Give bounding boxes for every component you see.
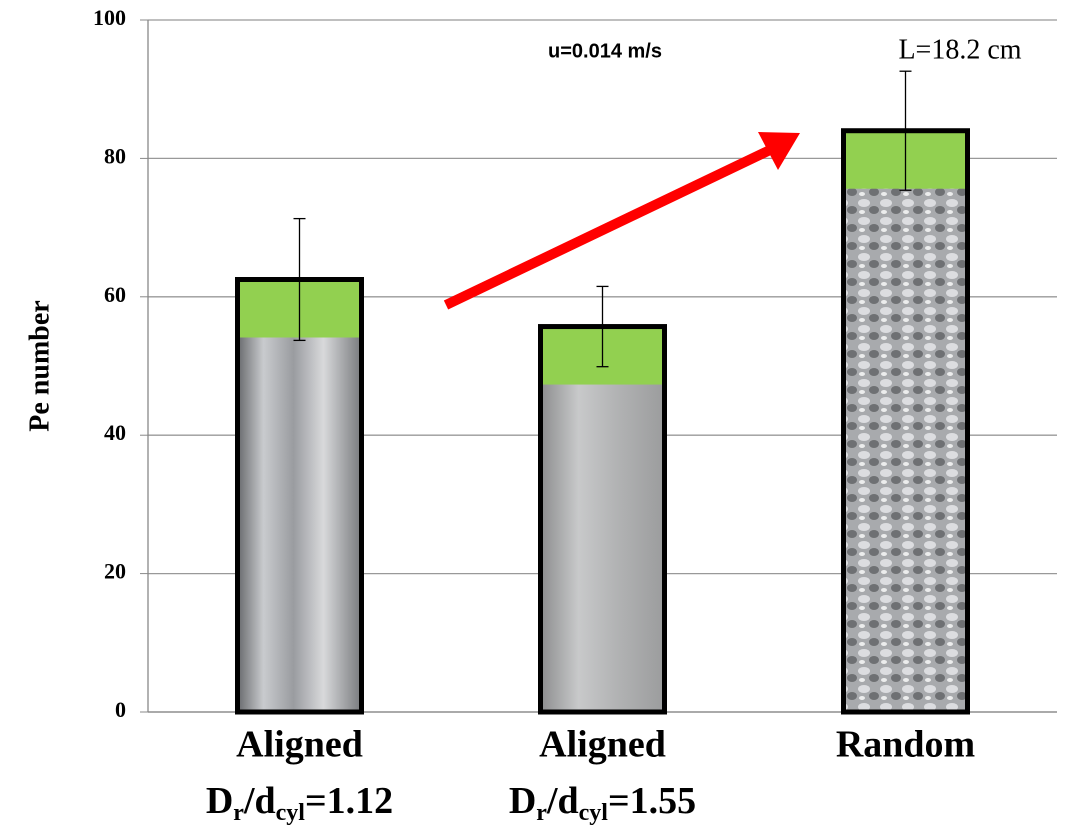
sublabel-part: =1.12 <box>305 780 393 822</box>
y-tick-label: 20 <box>104 559 126 584</box>
annotation: L=18.2 cm <box>898 34 1021 65</box>
y-tick-label: 60 <box>104 282 126 307</box>
sublabel-part: cyl <box>276 800 306 826</box>
trend-arrow <box>446 150 770 305</box>
x-tick-label: Aligned <box>236 724 363 766</box>
sublabel-part: cyl <box>579 800 609 826</box>
y-tick-label: 80 <box>104 143 126 168</box>
x-tick-label: Aligned <box>539 724 666 766</box>
bar-photo <box>543 385 663 712</box>
sublabel-part: =1.55 <box>608 780 696 822</box>
sublabel-part: D <box>206 780 233 822</box>
sublabel-part: r <box>233 800 244 826</box>
x-tick-label: Random <box>836 724 975 766</box>
chart: Pe number u=0.014 m/s L=18.2 cm 0 20 40 60 8… <box>0 0 1074 832</box>
bar-photo <box>240 338 360 713</box>
x-tick-sublabel: Dr/dcyl=1.55 <box>509 780 696 826</box>
x-tick-sublabel: Dr/dcyl=1.12 <box>206 780 393 826</box>
sublabel-part: r <box>536 800 547 826</box>
annotation: u=0.014 m/s <box>548 40 662 62</box>
y-tick-label: 100 <box>93 5 126 30</box>
y-tick-label: 40 <box>104 420 126 445</box>
y-axis-label: Pe number <box>24 300 55 431</box>
sublabel-part: /d <box>546 780 579 822</box>
sublabel-part: D <box>509 780 536 822</box>
sublabel-part: /d <box>243 780 276 822</box>
y-tick-label: 0 <box>115 697 126 722</box>
bar-photo <box>846 189 966 712</box>
